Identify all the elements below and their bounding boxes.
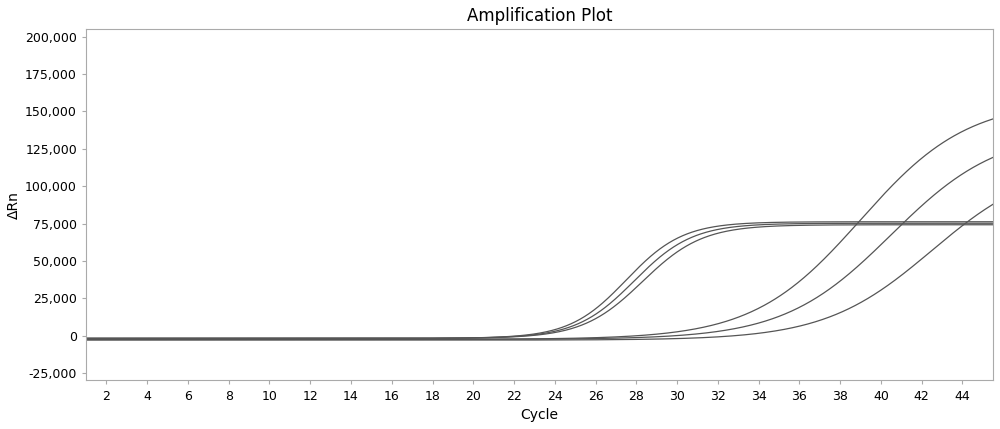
Y-axis label: ΔRn: ΔRn (7, 191, 21, 219)
Title: Amplification Plot: Amplification Plot (467, 7, 612, 25)
X-axis label: Cycle: Cycle (521, 408, 559, 422)
